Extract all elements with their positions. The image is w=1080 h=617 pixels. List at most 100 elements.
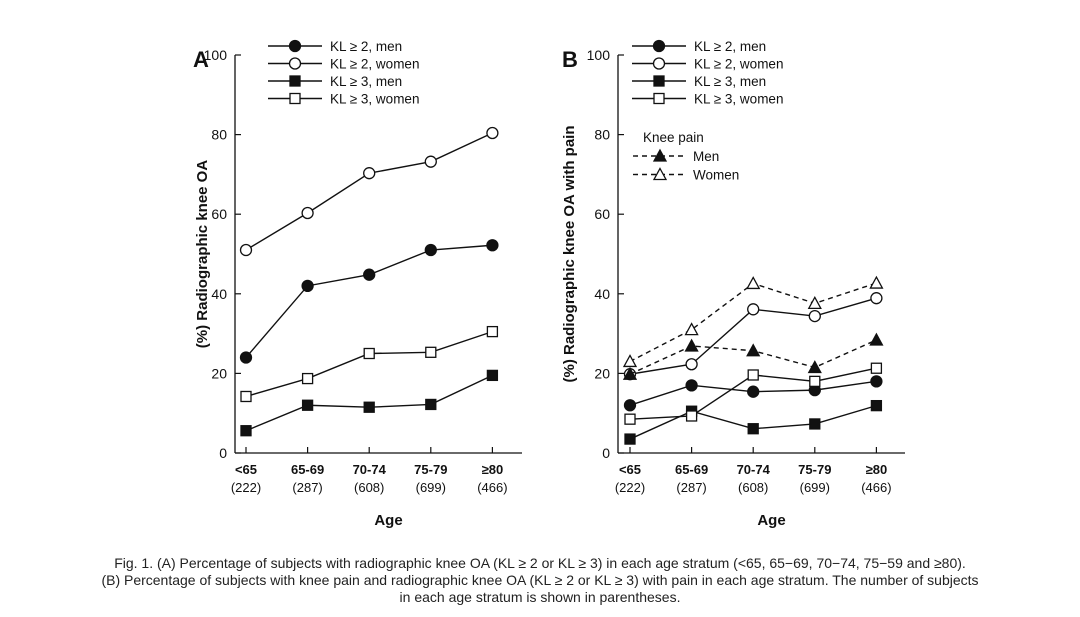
x-tick-label: <65 <box>235 462 257 477</box>
legend-marker-kl-2-women <box>652 57 666 70</box>
data-point-kl-3-women <box>685 410 698 422</box>
data-point-women <box>684 322 699 336</box>
y-tick-label: 40 <box>211 286 227 302</box>
data-point-kl-2-men <box>239 351 253 364</box>
x-tick-label: ≥80 <box>866 462 888 477</box>
legend-label-kl-3-women: KL ≥ 3, women <box>330 92 419 107</box>
legend-marker-women <box>652 167 668 181</box>
x-count-label: (608) <box>738 480 768 495</box>
series-line-kl-2-women <box>245 132 493 251</box>
data-point-men <box>807 360 822 374</box>
y-axis-title: (%) Radiographic knee OA with pain <box>561 126 578 383</box>
data-point-kl-2-women <box>486 126 499 140</box>
legend-label-kl-3-women: KL ≥ 3, women <box>694 92 783 107</box>
y-tick-label: 0 <box>602 445 610 461</box>
legend-marker-kl-2-men <box>288 39 302 53</box>
y-tick-label: 100 <box>204 47 228 63</box>
x-count-label: (466) <box>861 480 891 495</box>
legend-label-kl-2-women: KL ≥ 2, women <box>330 57 419 72</box>
legend-label-kl-3-men: KL ≥ 3, men <box>330 74 402 89</box>
y-tick-label: 100 <box>587 47 611 63</box>
legend-marker-kl-3-women <box>289 92 301 105</box>
data-point-kl-2-men <box>424 243 437 257</box>
x-count-label: (287) <box>292 480 322 495</box>
x-count-label: (287) <box>676 480 706 495</box>
legend-marker-kl-3-men <box>653 75 665 87</box>
data-point-kl-2-men <box>301 279 314 292</box>
data-point-kl-3-men <box>363 401 375 413</box>
legend-label-kl-3-men: KL ≥ 3, men <box>694 74 766 89</box>
legend-label-men: Men <box>693 149 719 164</box>
legend-marker-men <box>652 148 668 162</box>
data-point-kl-2-men <box>486 239 499 252</box>
x-tick-label: 70-74 <box>737 462 771 477</box>
series-line-kl-3-women <box>245 330 493 398</box>
data-point-kl-2-women <box>363 167 376 180</box>
y-tick-label: 80 <box>211 127 227 143</box>
x-tick-label: 65-69 <box>675 462 708 477</box>
legend2-title: Knee pain <box>643 130 704 145</box>
y-tick-label: 80 <box>594 127 610 143</box>
x-axis-title: Age <box>374 512 402 529</box>
figure-caption: Fig. 1. (A) Percentage of subjects with … <box>20 555 1060 606</box>
series-line-kl-2-men <box>245 244 493 358</box>
legend-label-kl-2-men: KL ≥ 2, men <box>330 39 402 54</box>
data-point-kl-3-women <box>301 372 314 385</box>
y-tick-label: 60 <box>594 206 610 222</box>
panel-label: B <box>562 47 578 72</box>
legend-label-women: Women <box>693 168 739 183</box>
y-tick-label: 40 <box>594 286 610 302</box>
data-point-kl-2-men <box>363 268 376 281</box>
x-tick-label: 65-69 <box>291 462 324 477</box>
x-tick-label: 75-79 <box>798 462 831 477</box>
x-count-label: (699) <box>416 480 446 495</box>
data-point-kl-2-men <box>870 375 883 388</box>
data-point-men <box>684 338 699 352</box>
caption-line-3: in each age stratum is shown in parenthe… <box>399 589 681 605</box>
data-point-kl-3-women <box>809 375 821 388</box>
legend-marker-kl-2-women <box>288 57 302 70</box>
data-point-kl-2-women <box>301 206 314 220</box>
data-point-women <box>869 275 884 289</box>
y-tick-label: 20 <box>594 365 610 381</box>
x-count-label: (608) <box>354 480 384 495</box>
data-point-kl-3-women <box>240 390 252 403</box>
data-point-women <box>746 276 761 290</box>
x-tick-label: 70-74 <box>353 462 387 477</box>
legend-marker-kl-3-women <box>653 92 665 105</box>
data-point-kl-3-men <box>624 433 636 445</box>
y-tick-label: 60 <box>211 206 227 222</box>
legend-label-kl-2-men: KL ≥ 2, men <box>694 39 766 54</box>
chart-panel-b: 0 20 40 60 80 100 <65 (222) 65-69 (287) 70-74 (608)… <box>561 39 905 529</box>
x-tick-label: <65 <box>619 462 641 477</box>
data-point-kl-2-women <box>808 309 821 323</box>
data-point-kl-2-men <box>623 399 637 412</box>
legend-label-kl-2-women: KL ≥ 2, women <box>694 57 783 72</box>
data-point-men <box>869 332 884 346</box>
data-point-kl-3-women <box>747 369 759 381</box>
x-count-label: (222) <box>615 480 645 495</box>
data-point-kl-3-men <box>425 398 437 411</box>
data-point-kl-3-men <box>809 418 821 430</box>
x-count-label: (222) <box>231 480 261 495</box>
data-point-kl-2-women <box>424 155 437 168</box>
y-tick-label: 20 <box>211 365 227 381</box>
data-point-kl-3-women <box>363 347 375 360</box>
legend-marker-kl-3-men <box>289 75 301 87</box>
x-tick-label: 75-79 <box>414 462 447 477</box>
x-count-label: (699) <box>800 480 830 495</box>
data-point-men <box>622 366 638 380</box>
chart-panel-a: 0 20 40 60 80 100 <65 (222) 65-69 (287) 70-74 (608)… <box>193 39 522 529</box>
data-point-kl-2-men <box>747 385 760 398</box>
data-point-kl-2-women <box>747 303 760 316</box>
data-point-kl-3-men <box>301 399 314 411</box>
data-point-kl-2-women <box>239 243 253 257</box>
data-point-women <box>807 295 822 310</box>
data-point-kl-3-women <box>870 362 883 374</box>
y-axis-title: (%) Radiographic knee OA <box>194 160 211 349</box>
panel-label: A <box>193 47 209 72</box>
data-point-men <box>746 343 761 357</box>
data-point-kl-2-women <box>870 292 883 305</box>
data-point-kl-3-women <box>624 413 636 425</box>
